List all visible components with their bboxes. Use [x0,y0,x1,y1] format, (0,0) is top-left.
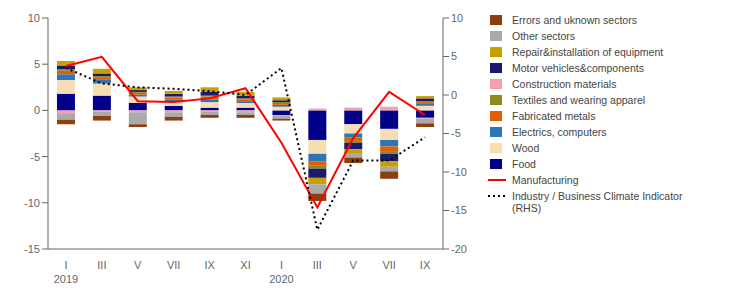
svg-text:-15: -15 [24,243,40,255]
html-text:Other sectors: Other sectors [512,30,575,42]
svg-text:-10: -10 [451,166,467,178]
svg-text:III: III [313,259,322,271]
html-text:Fabricated metals: Fabricated metals [512,110,596,122]
html-text:Industry / Business Climate In: Industry / Business Climate Indicator [512,190,683,202]
svg-text:IX: IX [420,259,431,271]
html-text:Textiles and wearing apparel: Textiles and wearing apparel [512,94,646,106]
svg-text:XI: XI [240,259,250,271]
svg-text:10: 10 [451,12,463,24]
svg-text:V: V [134,259,142,271]
svg-text:5: 5 [451,50,457,62]
svg-text:-15: -15 [451,204,467,216]
svg-text:0: 0 [34,104,40,116]
html-text:Motor vehicles&components: Motor vehicles&components [512,62,644,74]
svg-text:-20: -20 [451,243,467,255]
html-text:Errors and uknown sectors: Errors and uknown sectors [512,14,637,26]
html-text:Repair&installation of equipme: Repair&installation of equipment [512,46,664,58]
svg-text:VII: VII [382,259,395,271]
html-text:Manufacturing: Manufacturing [512,174,579,186]
svg-text:-5: -5 [451,127,461,139]
svg-text:2020: 2020 [269,273,293,285]
svg-text:10: 10 [28,12,40,24]
svg-text:V: V [350,259,358,271]
svg-text:I: I [280,259,283,271]
html-text:Food: Food [512,158,536,170]
svg-text:-5: -5 [30,151,40,163]
html-text:Electrics, computers: Electrics, computers [512,126,607,138]
svg-text:III: III [97,259,106,271]
html-text:Construction materials: Construction materials [512,78,617,90]
svg-text:IX: IX [204,259,215,271]
svg-text:I: I [64,259,67,271]
svg-text:5: 5 [34,58,40,70]
svg-text:VII: VII [167,259,180,271]
svg-text:2019: 2019 [54,273,78,285]
html-text:Wood: Wood [512,142,540,154]
svg-text:-10: -10 [24,197,40,209]
html-text:(RHS): (RHS) [512,202,542,214]
svg-text:0: 0 [451,89,457,101]
